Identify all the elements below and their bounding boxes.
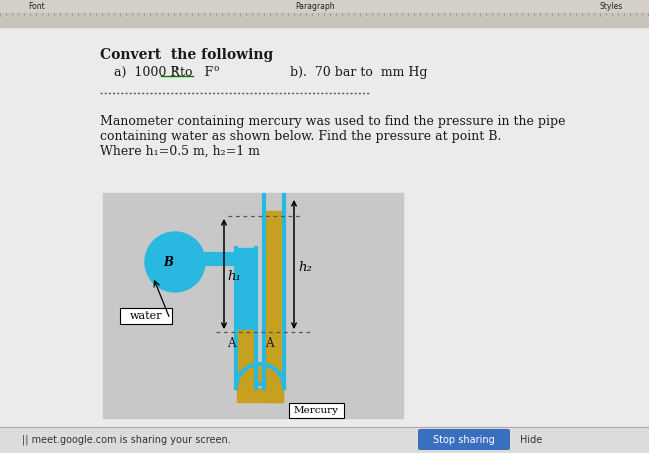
FancyBboxPatch shape (418, 429, 510, 450)
Text: Font: Font (28, 2, 45, 11)
Text: Styles: Styles (600, 2, 623, 11)
Bar (0, 427, 649, 453)
Bar (265, 211, 283, 402)
Text: || meet.google.com is sharing your screen.: || meet.google.com is sharing your scree… (22, 435, 231, 445)
Bar (237, 330, 255, 388)
Text: Where h₁=0.5 m, h₂=1 m: Where h₁=0.5 m, h₂=1 m (100, 145, 260, 158)
Text: to   F: to F (176, 66, 213, 79)
Text: A: A (265, 337, 273, 350)
Bar (237, 388, 283, 402)
Text: Manometer containing mercury was used to find the pressure in the pipe: Manometer containing mercury was used to… (100, 115, 565, 128)
Text: Stop sharing: Stop sharing (433, 435, 495, 445)
Text: Convert  the following: Convert the following (100, 48, 273, 62)
Text: a)  1000 R: a) 1000 R (114, 66, 180, 79)
Bar (0, 13, 649, 27)
Text: A: A (227, 337, 235, 350)
Bar (0, 0, 649, 13)
Text: h₁: h₁ (227, 270, 241, 284)
Bar (120, 308, 172, 324)
Text: o: o (214, 64, 219, 73)
Bar (289, 403, 344, 418)
Bar (237, 248, 255, 330)
Text: h₂: h₂ (298, 261, 312, 274)
Text: Mercury: Mercury (293, 406, 339, 415)
Text: o: o (172, 64, 177, 73)
Bar (202, 254, 237, 264)
Text: containing water as shown below. Find the pressure at point B.: containing water as shown below. Find th… (100, 130, 502, 143)
Circle shape (145, 232, 205, 292)
Text: B: B (163, 256, 173, 270)
Text: water: water (130, 311, 162, 321)
Text: b).  70 bar to  mm Hg: b). 70 bar to mm Hg (290, 66, 428, 79)
Text: Hide: Hide (520, 435, 543, 445)
Polygon shape (236, 364, 284, 388)
Text: Paragraph: Paragraph (295, 2, 335, 11)
Bar (103, 193, 403, 418)
